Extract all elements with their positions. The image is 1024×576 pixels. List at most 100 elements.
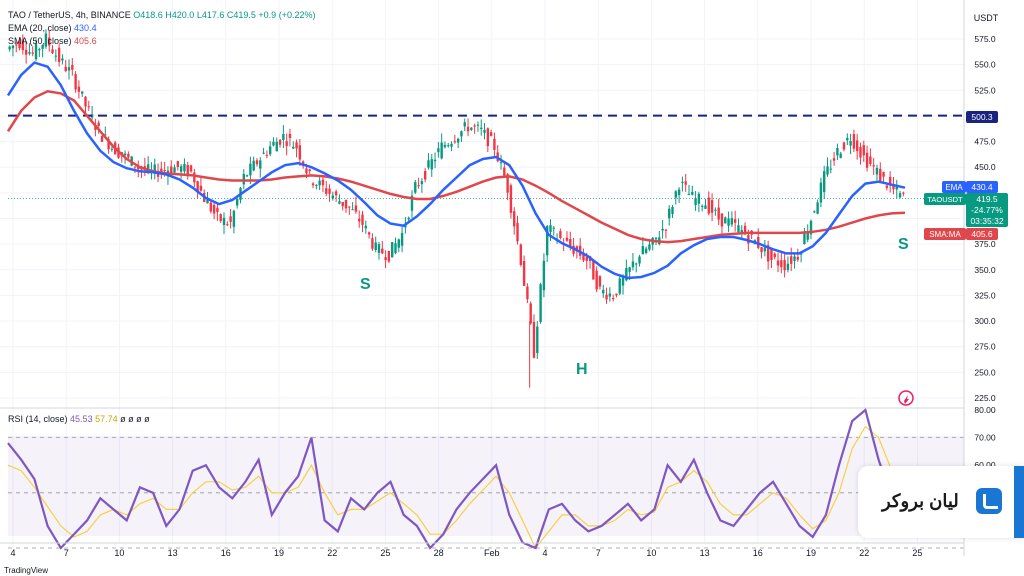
candle-body (420, 181, 424, 185)
left-shoulder-label: S (360, 276, 371, 293)
candle-body (803, 233, 806, 245)
sma-value: 405.6 (74, 36, 97, 46)
date-tick: 16 (221, 548, 231, 558)
price-badge: TAOUSDT 419.5 -24.77% 03:35:32 (924, 193, 1008, 227)
candle-body (486, 128, 490, 147)
price-tick: 450.0 (974, 162, 996, 172)
candle-body (292, 146, 295, 149)
date-tick: 25 (380, 548, 390, 558)
candle-body (173, 167, 176, 173)
svg-text:405.6: 405.6 (971, 229, 993, 239)
candle-body (433, 159, 437, 162)
candle-body (232, 210, 236, 227)
candle-body (358, 218, 361, 222)
candle-body (156, 172, 160, 177)
candle-body (90, 114, 94, 118)
date-tick: 16 (753, 548, 763, 558)
candle-body (64, 66, 67, 71)
candle-body (361, 214, 364, 225)
candle-body (674, 191, 678, 198)
candle-body (819, 182, 823, 203)
candle-body (677, 189, 681, 196)
candle-body (354, 205, 358, 212)
candle-body (714, 209, 717, 211)
rsi-ma-value: 57.74 (95, 414, 118, 424)
rsi-legend[interactable]: RSI (14, close) 45.53 57.74 ø ø ø ø (8, 414, 150, 424)
rsi-label: RSI (14, close) (8, 414, 68, 424)
candle-body (440, 142, 443, 159)
candle-body (694, 198, 697, 206)
rsi-line (7, 408, 906, 550)
svg-text:419.5: 419.5 (976, 194, 998, 204)
head-label: H (576, 361, 588, 378)
candle-body (532, 321, 536, 358)
candle-body (671, 206, 674, 214)
candle-body (773, 253, 776, 258)
candle-body (331, 195, 335, 199)
ema-legend[interactable]: EMA (20, close) 430.4 (8, 23, 97, 33)
currency-label: USDT (974, 13, 999, 23)
candle-body (275, 141, 278, 152)
rsi-extra: ø ø ø ø (120, 414, 150, 424)
date-tick: 4 (542, 548, 547, 558)
candle-body (783, 260, 786, 271)
brand-logo-icon (976, 488, 1002, 514)
candle-body (638, 256, 641, 264)
candle-body (295, 142, 298, 149)
candle-body (67, 67, 71, 71)
candle-body (869, 156, 872, 164)
date-tick: 19 (274, 548, 284, 558)
candle-body (625, 268, 628, 281)
replay-icon[interactable] (898, 390, 914, 406)
candle-body (229, 216, 232, 222)
sma-legend[interactable]: SMA (50, close) 405.6 (8, 36, 97, 46)
candle-body (888, 176, 892, 186)
candle-body (57, 47, 61, 63)
candle-body (809, 220, 813, 235)
candle-body (74, 74, 77, 90)
brand-accent (1014, 466, 1024, 538)
price-tick: 550.0 (974, 60, 996, 70)
date-tick: 10 (646, 548, 656, 558)
price-tick: 525.0 (974, 85, 996, 95)
candle-body (222, 217, 226, 226)
candle-body (397, 239, 400, 248)
candle-body (298, 145, 302, 160)
candle-body (381, 248, 384, 254)
candle-body (832, 158, 836, 161)
candle-body (443, 144, 447, 148)
candle-body (24, 49, 28, 55)
symbol-label[interactable]: TAO / TetherUS, 4h, BINANCE (8, 10, 131, 20)
sma-badge: SMA:MA 405.6 (924, 228, 998, 240)
candle-body (839, 153, 842, 158)
candle-body (489, 132, 493, 136)
candle-body (687, 194, 691, 196)
candle-body (196, 181, 199, 192)
candle-body (21, 39, 25, 51)
candle-body (288, 134, 292, 138)
price-tick: 325.0 (974, 290, 996, 300)
ema-line (6, 61, 906, 280)
low-value: L417.6 (196, 10, 225, 20)
candle-body (545, 225, 549, 256)
candle-body (387, 250, 391, 262)
candle-body (252, 160, 255, 171)
candle-body (328, 188, 331, 194)
candle-body (38, 49, 41, 51)
candle-body (245, 175, 249, 177)
candle-body (367, 232, 371, 235)
candle-body (549, 225, 552, 232)
candle-body (48, 37, 51, 46)
candle-body (259, 160, 262, 169)
candle-body (341, 202, 344, 207)
candle-body (183, 163, 186, 172)
candle-body (318, 180, 321, 186)
candle-body (668, 208, 671, 219)
candle-body (621, 276, 625, 286)
candle-body (100, 136, 104, 142)
candle-body (133, 166, 137, 168)
candle-body (898, 193, 902, 198)
candle-body (733, 219, 737, 223)
candle-body (456, 138, 460, 143)
